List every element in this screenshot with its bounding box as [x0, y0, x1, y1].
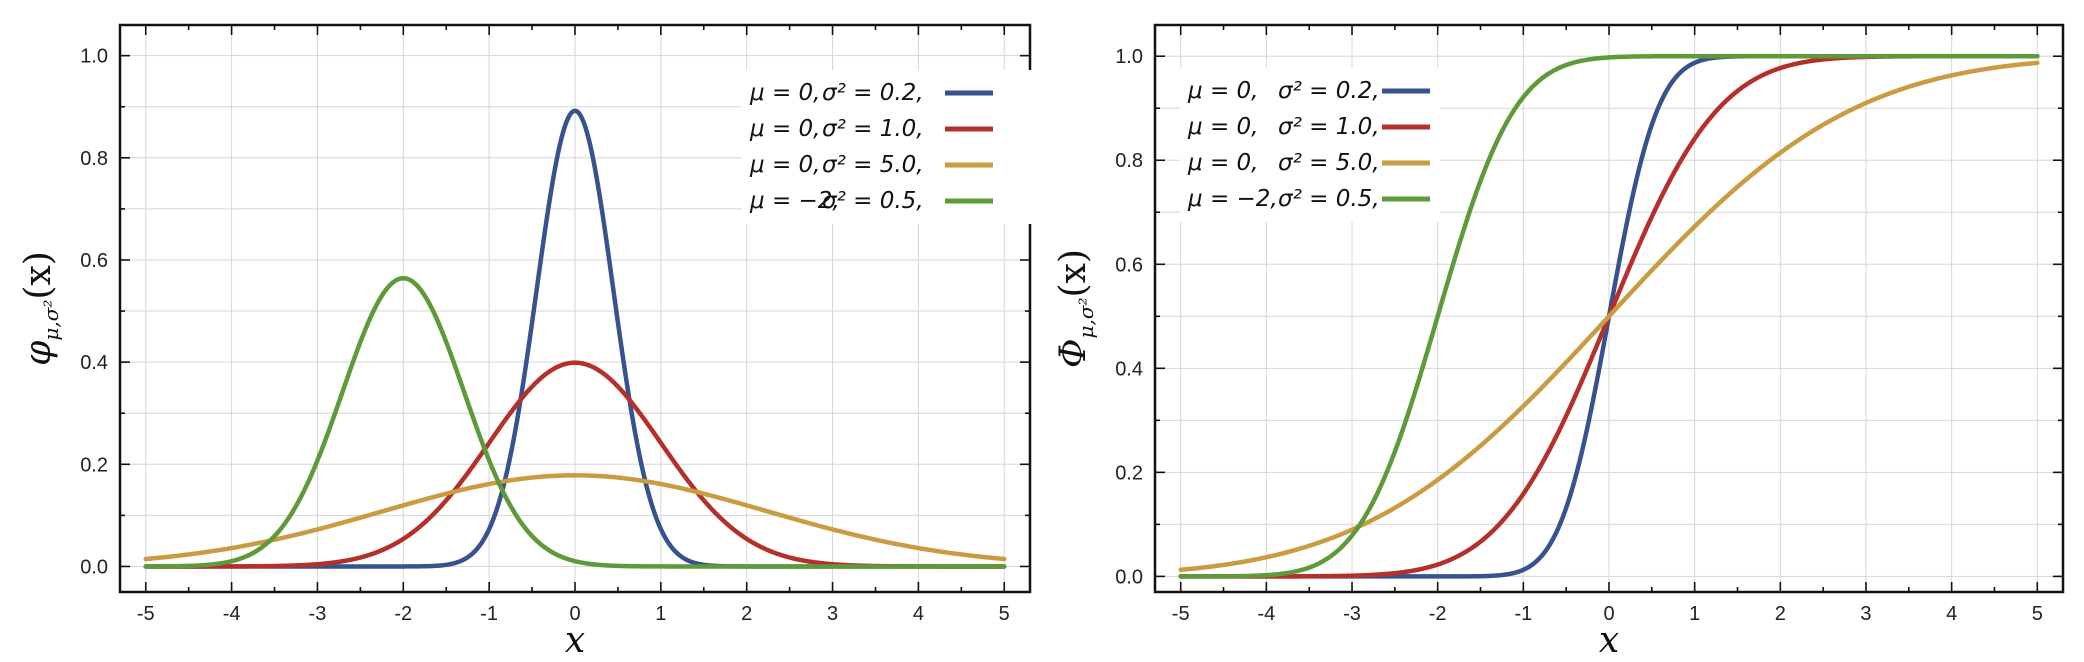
legend-variance-label: σ² = 0.2, [1278, 78, 1380, 104]
legend-mu-label: μ = 0, [749, 80, 820, 106]
legend-variance-label: σ² = 1.0, [822, 116, 924, 142]
y-axis-label: φμ,σ²(x) [18, 251, 63, 366]
y-tick-label: 0.2 [80, 454, 108, 476]
axis-ticks [1155, 25, 2063, 592]
x-tick-label: -4 [223, 603, 241, 625]
x-tick-label: -5 [137, 603, 155, 625]
legend-variance-label: σ² = 1.0, [1278, 114, 1380, 140]
x-tick-label: 5 [999, 603, 1010, 625]
x-tick-label: -1 [480, 603, 498, 625]
pdf-chart-panel: -5 -4 -3 -2 -1 0 1 2 3 4 5 0.0 0.2 0.4 0.6 0.8 1.0 x φμ,σ²… [18, 23, 1032, 661]
x-tick-label: 2 [741, 603, 752, 625]
y-axis-label-main: Φ [1053, 338, 1094, 368]
tick-labels: -5 -4 -3 -2 -1 0 1 2 3 4 5 0.0 0.2 0.4 0.6 0.8 1.0 [80, 46, 1010, 625]
x-tick-label: 0 [1603, 603, 1614, 625]
x-tick-label: 4 [1946, 603, 1957, 625]
legend: μ = 0, σ² = 0.2,μ = 0, σ² = 1.0,μ = 0, σ² =… [742, 70, 1032, 224]
y-axis-label-main: φ [18, 340, 59, 366]
y-tick-label: 0.8 [80, 148, 108, 170]
x-tick-label: -3 [309, 603, 327, 625]
x-axis-label: x [1599, 620, 1619, 661]
legend-variance-label: σ² = 5.0, [1278, 150, 1380, 176]
legend: μ = 0, σ² = 0.2, μ = 0, σ² = 1.0, μ = 0, σ² =… [1180, 68, 1440, 222]
legend-variance-label: σ² = 0.5, [822, 188, 924, 214]
series-line-3 [143, 276, 1007, 569]
series-line-2 [143, 473, 1007, 562]
x-tick-label: -2 [1429, 603, 1447, 625]
y-axis-label-arg: (x) [18, 251, 59, 299]
legend-variance-label: σ² = 5.0, [822, 152, 924, 178]
x-tick-label: 0 [569, 603, 580, 625]
legend-mu-label: μ = 0, [1187, 150, 1258, 176]
y-tick-label: 0.6 [1115, 254, 1143, 276]
y-tick-label: 0.0 [1115, 566, 1143, 588]
x-tick-label: -1 [1514, 603, 1532, 625]
legend-background [1180, 68, 1440, 222]
y-tick-label: 1.0 [1115, 46, 1143, 68]
series-lines [1178, 53, 2040, 579]
series-line-3 [1178, 53, 2040, 579]
y-tick-label: 0.4 [1115, 358, 1143, 380]
y-axis-label-sub: μ,σ² [39, 300, 63, 341]
y-axis-label-arg: (x) [1053, 249, 1094, 297]
x-tick-label: 3 [827, 603, 838, 625]
legend-variance-label: σ² = 0.2, [822, 80, 924, 106]
x-tick-label: 1 [1689, 603, 1700, 625]
x-tick-label: 4 [913, 603, 924, 625]
legend-mu-label: μ = −2, [749, 188, 840, 214]
axis-ticks [120, 25, 1030, 592]
x-axis-label: x [565, 620, 585, 661]
legend-mu-label: μ = 0, [1187, 78, 1258, 104]
x-tick-label: 2 [1775, 603, 1786, 625]
x-tick-label: -4 [1257, 603, 1275, 625]
x-tick-label: 3 [1860, 603, 1871, 625]
y-tick-label: 0.2 [1115, 462, 1143, 484]
legend-mu-label: μ = 0, [749, 116, 820, 142]
x-tick-label: -5 [1172, 603, 1190, 625]
legend-mu-label: μ = 0, [749, 152, 820, 178]
legend-background [742, 70, 1032, 224]
y-tick-label: 0.0 [80, 556, 108, 578]
y-tick-label: 1.0 [80, 46, 108, 68]
x-tick-label: 1 [655, 603, 666, 625]
tick-labels: -5 -4 -3 -2 -1 0 1 2 3 4 5 0.0 0.2 0.4 0.6 0.8 1.0 [1115, 46, 2043, 625]
legend-mu-label: μ = −2, [1187, 186, 1278, 212]
cdf-chart-panel: -5 -4 -3 -2 -1 0 1 2 3 4 5 0.0 0.2 0.4 0.6 0.8 1.0 x Φμ,σ²… [1053, 23, 2065, 661]
x-tick-label: -3 [1343, 603, 1361, 625]
series-line-2 [1178, 60, 2040, 573]
y-axis-label: Φμ,σ²(x) [1053, 249, 1098, 368]
legend-mu-label: μ = 0, [1187, 114, 1258, 140]
y-tick-label: 0.8 [1115, 150, 1143, 172]
y-tick-label: 0.4 [80, 352, 108, 374]
legend-variance-label: σ² = 0.5, [1278, 186, 1380, 212]
x-tick-label: 5 [2032, 603, 2043, 625]
y-axis-label-sub: μ,σ² [1074, 297, 1098, 338]
series-lines [143, 108, 1007, 569]
y-tick-label: 0.6 [80, 250, 108, 272]
x-tick-label: -2 [394, 603, 412, 625]
